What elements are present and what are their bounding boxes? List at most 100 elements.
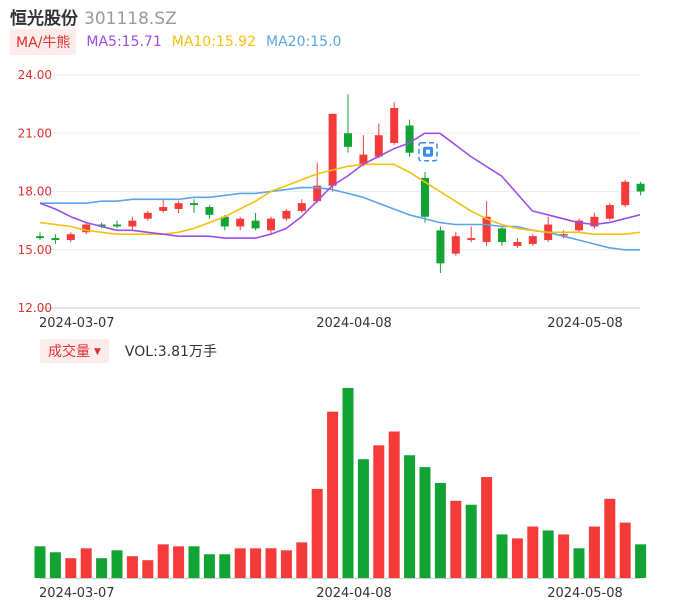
candle-body bbox=[451, 236, 460, 254]
volume-value: VOL:3.81万手 bbox=[124, 344, 217, 360]
volume-bar bbox=[311, 488, 323, 578]
candle-body bbox=[282, 210, 291, 219]
candle-body bbox=[390, 108, 399, 143]
volume-bar bbox=[203, 554, 215, 578]
volume-header: 成交量 ▼ VOL:3.81万手 bbox=[40, 339, 217, 363]
candle-body bbox=[636, 183, 645, 192]
candle bbox=[159, 199, 168, 213]
volume-bar bbox=[511, 538, 523, 578]
candle bbox=[313, 162, 322, 204]
volume-bar bbox=[296, 542, 308, 578]
candle-body bbox=[621, 181, 630, 206]
candle bbox=[36, 232, 44, 241]
stock-title: 恒光股份 301118.SZ bbox=[10, 4, 177, 29]
candle bbox=[436, 226, 445, 274]
indicator-selector-button[interactable]: MA/牛熊 bbox=[10, 29, 77, 55]
volume-bar bbox=[558, 534, 570, 578]
candle-body bbox=[205, 207, 214, 215]
volume-tag-label: 成交量 bbox=[48, 344, 90, 360]
candle-body bbox=[498, 228, 506, 242]
volume-bar bbox=[619, 522, 631, 578]
ma10-line bbox=[39, 163, 641, 235]
ma20-legend: MA20:15.0 bbox=[266, 34, 342, 50]
volume-bar bbox=[327, 411, 339, 578]
candle bbox=[297, 199, 306, 213]
caret-down-icon: ▼ bbox=[94, 347, 101, 357]
x-tick-label: 2024-03-07 bbox=[39, 586, 115, 601]
volume-bar bbox=[373, 445, 385, 578]
candle-body bbox=[267, 218, 275, 231]
candle bbox=[636, 181, 645, 196]
candle bbox=[405, 119, 414, 157]
candle-body bbox=[328, 113, 337, 186]
candle bbox=[97, 222, 106, 229]
candle bbox=[205, 205, 214, 219]
volume-bar bbox=[419, 467, 431, 578]
candle bbox=[575, 218, 583, 233]
stock-name: 恒光股份 bbox=[10, 9, 78, 29]
y-tick-label: 21.00 bbox=[18, 126, 52, 140]
candle bbox=[467, 226, 476, 242]
candle-body bbox=[359, 154, 368, 165]
volume-bar bbox=[404, 455, 416, 578]
candle-body bbox=[421, 177, 429, 217]
candle-body bbox=[344, 133, 352, 147]
marker-frame bbox=[418, 141, 438, 162]
target-icon[interactable] bbox=[418, 141, 438, 162]
volume-bar bbox=[157, 544, 169, 578]
price-x-axis: 2024-03-07 2024-04-08 2024-05-08 bbox=[39, 316, 623, 331]
candle bbox=[190, 199, 198, 213]
candle bbox=[66, 232, 75, 242]
candle bbox=[590, 212, 599, 229]
candle-body bbox=[374, 135, 383, 157]
volume-bar bbox=[496, 534, 508, 578]
candle-body bbox=[159, 207, 168, 211]
candle bbox=[621, 179, 630, 208]
candle-body bbox=[528, 236, 537, 244]
candle-body bbox=[513, 241, 522, 246]
candle-body bbox=[66, 234, 75, 241]
volume-bar bbox=[142, 560, 154, 578]
y-tick-label: 12.00 bbox=[18, 301, 52, 315]
candle bbox=[390, 102, 399, 145]
volume-bar bbox=[280, 550, 292, 578]
candle bbox=[174, 201, 183, 213]
volume-bar bbox=[173, 546, 185, 578]
candle bbox=[51, 234, 60, 244]
x-tick-label: 2024-03-07 bbox=[39, 316, 115, 331]
candle-body bbox=[251, 220, 260, 229]
candle bbox=[282, 208, 291, 221]
candle-body bbox=[97, 224, 106, 227]
volume-bar bbox=[527, 526, 539, 578]
candle bbox=[482, 201, 491, 246]
volume-bar-series bbox=[34, 387, 647, 578]
x-tick-label: 2024-04-08 bbox=[316, 316, 392, 331]
candle-body bbox=[36, 236, 44, 239]
candle-body bbox=[174, 203, 183, 209]
volume-bar bbox=[342, 387, 354, 578]
candle-body bbox=[297, 203, 306, 211]
volume-indicator-dropdown[interactable]: 成交量 ▼ bbox=[40, 339, 109, 363]
candle bbox=[113, 220, 121, 229]
x-tick-label: 2024-05-08 bbox=[547, 316, 623, 331]
candle-body bbox=[113, 224, 121, 227]
candle-body bbox=[128, 220, 137, 227]
volume-bar bbox=[542, 530, 554, 578]
price-grid bbox=[40, 74, 640, 579]
candle-body bbox=[575, 220, 583, 231]
volume-bar bbox=[465, 504, 477, 578]
candle bbox=[328, 113, 337, 192]
x-tick-label: 2024-05-08 bbox=[547, 586, 623, 601]
volume-bar bbox=[481, 477, 493, 578]
candle bbox=[359, 135, 368, 167]
volume-bar bbox=[388, 431, 400, 578]
candle-body bbox=[220, 216, 229, 227]
marker-dot bbox=[426, 149, 430, 154]
candle-body bbox=[482, 216, 491, 242]
volume-bar bbox=[65, 558, 77, 578]
candle bbox=[374, 123, 383, 159]
candle bbox=[82, 222, 91, 235]
candlestick-series bbox=[36, 94, 645, 274]
volume-bar bbox=[588, 526, 600, 578]
